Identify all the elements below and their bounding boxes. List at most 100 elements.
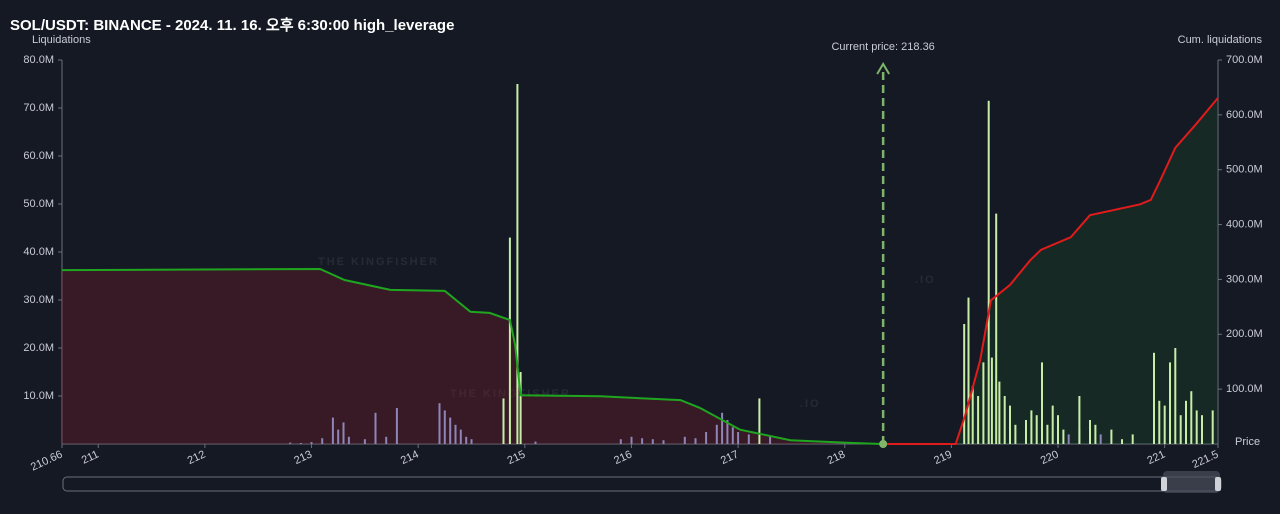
bar xyxy=(1046,424,1049,444)
y-tick-label: 60.0M xyxy=(23,150,54,162)
bar xyxy=(470,439,473,444)
bar xyxy=(363,439,366,444)
y-tick-label: 30.0M xyxy=(23,294,54,306)
bar xyxy=(1089,420,1091,444)
y2-tick-label: 700.0M xyxy=(1226,54,1263,66)
bar xyxy=(449,417,452,444)
bar xyxy=(454,424,457,444)
bar xyxy=(519,372,522,444)
bar xyxy=(1195,410,1198,444)
bar xyxy=(726,420,729,444)
scroll-grip[interactable] xyxy=(1161,477,1167,491)
y-tick-label: 40.0M xyxy=(23,246,54,258)
bar xyxy=(1057,415,1059,444)
bar xyxy=(1094,424,1097,444)
y-tick-label: 70.0M xyxy=(23,102,54,114)
bar xyxy=(1185,400,1187,444)
bar xyxy=(465,436,468,444)
y-axis-label: Liquidations xyxy=(32,34,91,46)
x-axis-label: Price xyxy=(1235,436,1260,448)
bar xyxy=(1014,424,1017,444)
bar xyxy=(1025,420,1027,444)
cum-area xyxy=(882,97,1218,445)
y2-tick-label: 200.0M xyxy=(1226,328,1263,340)
bar xyxy=(508,237,511,444)
watermark-suffix: .IO xyxy=(800,398,821,410)
bar xyxy=(651,439,654,444)
bar xyxy=(694,438,697,444)
bar xyxy=(1035,415,1038,444)
bar xyxy=(995,213,998,444)
bar xyxy=(1051,405,1054,444)
bar xyxy=(443,410,446,444)
bar xyxy=(731,427,734,444)
bar xyxy=(342,422,345,444)
chart-title: SOL/USDT: BINANCE - 2024. 11. 16. 오후 6:3… xyxy=(10,17,454,34)
current-price-label: Current price: 218.36 xyxy=(831,41,934,53)
scroll-grip[interactable] xyxy=(1215,477,1221,491)
bar xyxy=(337,429,340,444)
bar xyxy=(516,84,519,444)
bar xyxy=(721,412,724,444)
bar xyxy=(977,396,980,444)
watermark: THE KINGFISHER xyxy=(318,256,439,268)
bar xyxy=(299,443,302,444)
bar xyxy=(502,398,505,444)
bar xyxy=(1067,434,1070,444)
bar xyxy=(1009,405,1011,444)
bar xyxy=(1158,400,1161,444)
current-price-dot xyxy=(879,440,888,448)
bar xyxy=(1003,396,1006,444)
bar xyxy=(619,439,622,444)
bar xyxy=(1169,362,1171,444)
bar xyxy=(987,100,990,445)
bar xyxy=(769,436,772,444)
bar xyxy=(967,297,970,444)
bar xyxy=(982,362,985,444)
bar xyxy=(1190,391,1193,444)
bar xyxy=(438,403,441,444)
bar xyxy=(1110,429,1113,444)
bar xyxy=(289,442,292,444)
bar xyxy=(998,381,1001,444)
cum-line xyxy=(61,267,883,445)
bar xyxy=(715,424,718,444)
bar xyxy=(534,441,537,444)
bar xyxy=(1062,429,1065,444)
bar xyxy=(385,436,388,444)
y-tick-label: 80.0M xyxy=(23,54,54,66)
y2-axis-label: Cum. liquidations xyxy=(1178,34,1263,46)
bar xyxy=(1163,405,1166,444)
y-tick-label: 10.0M xyxy=(23,390,54,402)
bar xyxy=(395,408,398,444)
plot: 10.0M 20.0M 30.0M 40.0M 50.0M 60.0M 70.0M 80.0M… xyxy=(23,41,1262,474)
bar xyxy=(331,417,334,444)
y2-tick-label: 400.0M xyxy=(1226,218,1263,230)
bar xyxy=(1179,415,1182,444)
current-price-arrow xyxy=(876,62,891,75)
bar xyxy=(1201,415,1203,444)
bar xyxy=(347,436,350,444)
bar xyxy=(1078,396,1081,444)
bar xyxy=(1211,410,1214,444)
bar xyxy=(1153,352,1155,444)
y-tick-label: 50.0M xyxy=(23,198,54,210)
bar xyxy=(321,438,324,444)
bar xyxy=(1030,410,1033,444)
bar xyxy=(630,436,633,444)
bar xyxy=(758,398,761,444)
scroll-handle[interactable] xyxy=(1163,471,1220,493)
bar xyxy=(963,324,966,444)
bar xyxy=(747,434,750,444)
y2-tick-label: 600.0M xyxy=(1226,109,1263,121)
bar xyxy=(459,429,462,444)
bar xyxy=(1174,348,1177,444)
cum-line xyxy=(882,97,1219,445)
bar xyxy=(1041,362,1043,444)
bar xyxy=(705,432,708,444)
y2-tick-label: 300.0M xyxy=(1226,273,1263,285)
y2-tick-label: 500.0M xyxy=(1226,164,1263,176)
bar xyxy=(310,442,313,444)
